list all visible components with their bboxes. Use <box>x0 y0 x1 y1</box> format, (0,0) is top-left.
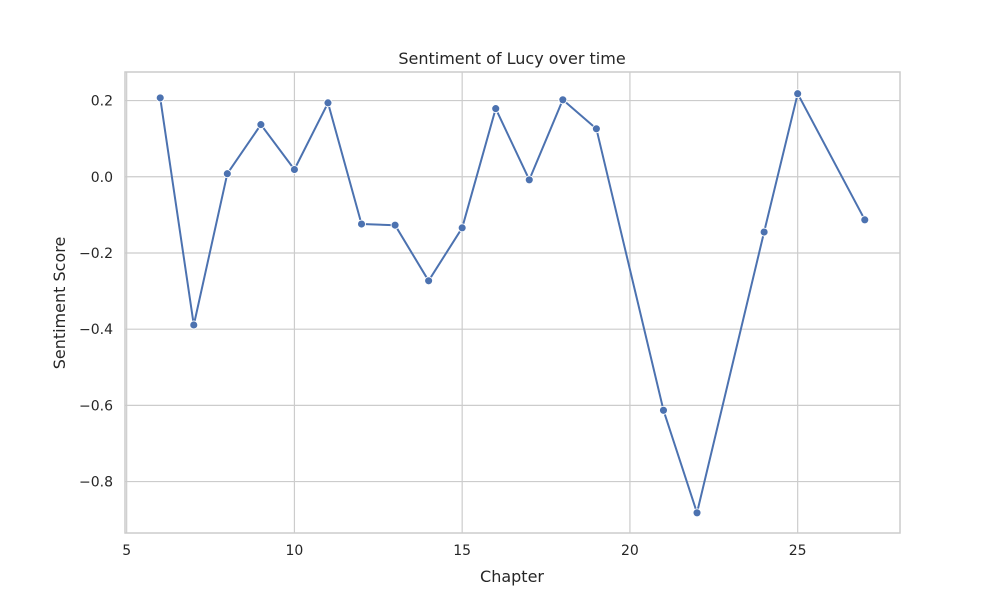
y-tick-label: −0.2 <box>79 246 113 262</box>
data-point <box>558 95 568 105</box>
data-point <box>860 215 870 225</box>
data-point <box>189 320 199 330</box>
y-axis-title: Sentiment Score <box>50 237 69 370</box>
series-layer <box>155 89 870 518</box>
x-axis-title: Chapter <box>480 567 544 586</box>
y-tick-label: −0.4 <box>79 322 113 338</box>
data-point <box>390 220 400 230</box>
x-tick-label: 25 <box>789 543 807 559</box>
grid-lines <box>125 72 900 533</box>
data-point <box>289 165 299 174</box>
x-tick-label: 20 <box>621 543 639 559</box>
y-tick-label: 0.0 <box>91 170 113 186</box>
data-point <box>759 227 769 237</box>
x-tick-label: 10 <box>286 543 304 559</box>
y-tick-labels: 0.2 0.0 −0.2 −0.4 −0.6 −0.8 <box>79 94 113 491</box>
y-tick-label: −0.8 <box>79 475 113 491</box>
plot-area <box>124 71 901 534</box>
x-tick-labels: 5 10 15 20 25 <box>122 543 806 559</box>
data-point <box>692 508 702 518</box>
data-point <box>524 175 534 185</box>
x-tick-label: 5 <box>122 543 131 559</box>
data-point <box>222 169 232 179</box>
x-tick-label: 15 <box>453 543 471 559</box>
data-point <box>256 120 266 130</box>
y-tick-label: −0.6 <box>79 398 113 414</box>
data-point <box>591 124 601 134</box>
data-point <box>491 104 501 114</box>
data-point <box>155 93 165 103</box>
data-point <box>323 98 333 108</box>
chart-title: Sentiment of Lucy over time <box>398 49 625 68</box>
data-point <box>793 89 803 99</box>
y-tick-label: 0.2 <box>91 94 113 110</box>
data-point <box>424 276 434 286</box>
data-point <box>457 223 467 233</box>
data-point <box>357 219 366 229</box>
data-point <box>659 405 668 415</box>
